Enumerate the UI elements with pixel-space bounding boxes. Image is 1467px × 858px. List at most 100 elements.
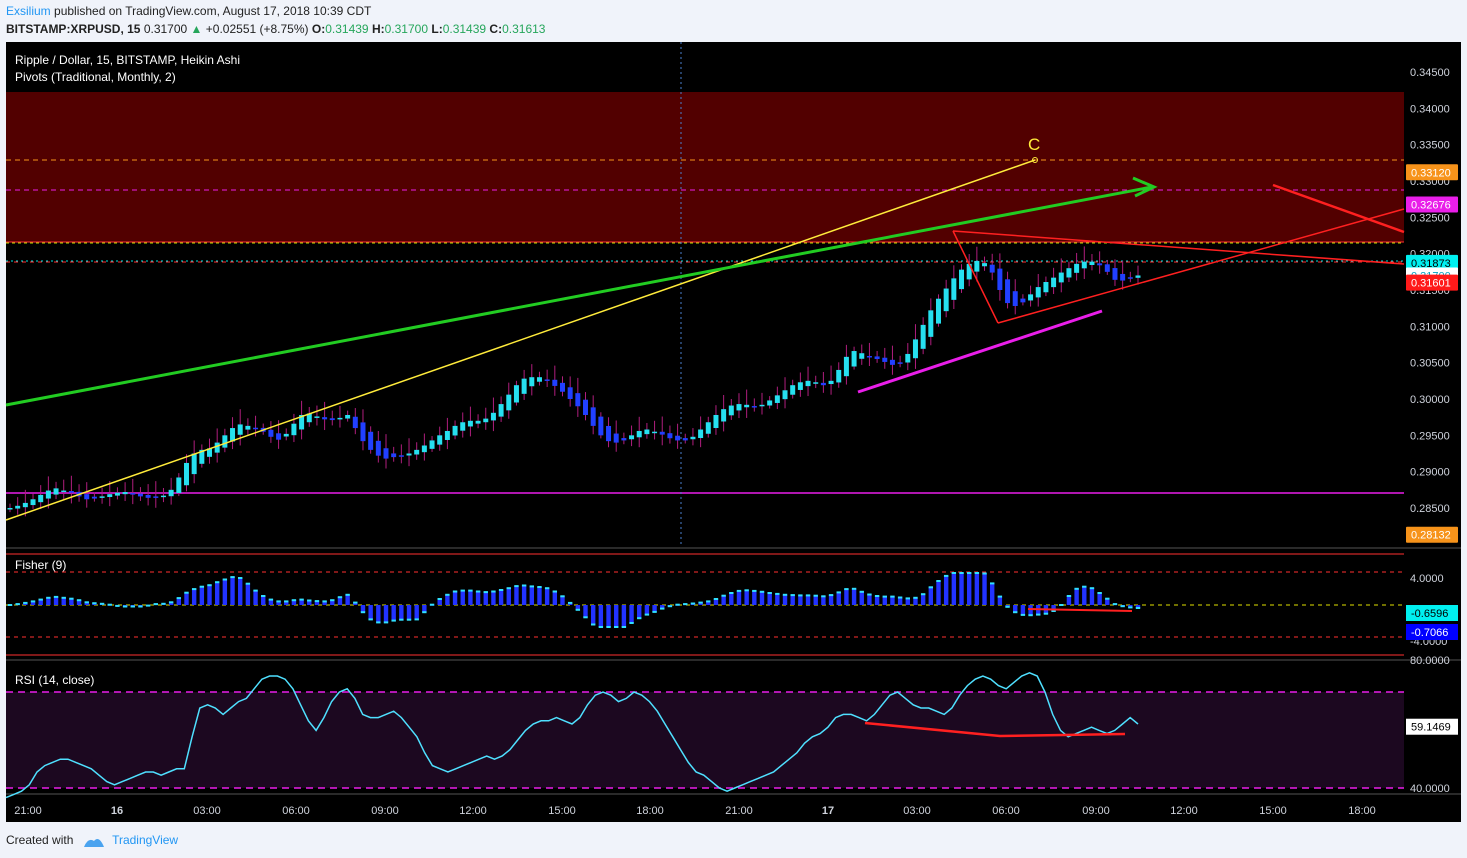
candle-body: [675, 435, 681, 441]
author-link[interactable]: Exsilium: [6, 4, 51, 18]
rsi-tick-label: 80.0000: [1410, 655, 1450, 667]
candle-body: [15, 505, 21, 509]
fisher-bar: [437, 599, 442, 605]
candle-body: [529, 377, 535, 387]
fisher-cap: [475, 590, 481, 593]
candle-body: [813, 382, 819, 384]
fisher-bar: [76, 600, 82, 605]
fisher-cap: [84, 601, 89, 604]
candle-body: [283, 433, 289, 437]
candle-body: [774, 395, 780, 403]
fisher-bar: [53, 596, 59, 605]
fisher-cap: [767, 592, 772, 594]
fisher-bar: [422, 605, 427, 613]
created-with-text: Created with: [6, 833, 74, 847]
candle-body: [475, 420, 481, 424]
fisher-cap: [798, 594, 803, 597]
triangle-upper-line[interactable]: [952, 230, 1405, 265]
price-tag: [1406, 526, 1458, 543]
candle-body: [590, 407, 596, 426]
candle-body: [1051, 277, 1057, 288]
candle-body: [391, 453, 397, 458]
fisher-divergence-line[interactable]: [1027, 608, 1133, 612]
fisher-bar: [759, 591, 765, 605]
fisher-cap: [782, 593, 788, 596]
time-tick-label: 09:00: [1082, 805, 1110, 817]
fisher-cap: [759, 590, 765, 593]
candle-body: [38, 494, 44, 503]
fisher-cap: [445, 593, 450, 596]
red-down-line[interactable]: [1272, 183, 1405, 234]
candle-body: [368, 431, 374, 450]
arrow-head-icon: [1132, 176, 1158, 198]
time-tick-label: 17: [822, 805, 834, 817]
time-tick-label: 18:00: [1348, 805, 1376, 817]
fisher-bar: [261, 596, 266, 605]
fisher-cap: [1036, 613, 1041, 616]
fisher-cap: [238, 577, 243, 579]
fisher-bar: [391, 605, 396, 621]
fisher-bar: [552, 591, 558, 605]
candle-body: [843, 356, 849, 377]
fisher-bar: [637, 605, 642, 619]
candle-body: [629, 435, 635, 440]
magenta-trendline[interactable]: [857, 309, 1103, 394]
fisher-cap: [1066, 595, 1072, 597]
fisher-bar: [1020, 605, 1026, 615]
fisher-bar: [598, 605, 604, 627]
candle-body: [268, 429, 274, 437]
time-tick-label: 03:00: [193, 805, 221, 817]
candle-body: [329, 418, 335, 421]
fisher-bar: [184, 592, 189, 605]
fisher-cap: [913, 596, 918, 599]
fisher-cap: [30, 600, 36, 603]
tradingview-link[interactable]: TradingView: [112, 833, 179, 847]
fisher-cap: [1120, 605, 1125, 608]
candle-body: [68, 491, 74, 493]
green-trend-arrow[interactable]: [5, 185, 1153, 407]
candle-body: [575, 393, 581, 407]
fisher-cap: [322, 600, 327, 603]
fisher-bar: [805, 595, 811, 605]
fisher-bar: [867, 594, 872, 605]
chart-title: Ripple / Dollar, 15, BITSTAMP, Heikin As…: [15, 53, 240, 67]
price-tick-label: 0.28500: [1410, 503, 1450, 515]
candle-body: [682, 438, 688, 441]
fisher-cap: [713, 598, 719, 600]
triangle-left-line[interactable]: [952, 230, 999, 324]
candle-body: [859, 353, 865, 359]
candle-body: [951, 278, 957, 300]
fisher-cap: [261, 595, 266, 597]
candle-body: [713, 414, 719, 429]
trendline-handle[interactable]: [1032, 157, 1038, 163]
fisher-cap: [667, 605, 673, 608]
rsi-divergence-line[interactable]: [864, 721, 1126, 738]
candle-body: [759, 404, 765, 407]
fisher-cap: [813, 594, 818, 597]
candle-body: [513, 385, 519, 403]
fisher-bar: [199, 586, 205, 605]
candle-body: [721, 409, 727, 422]
candle-body: [61, 490, 67, 493]
time-axis[interactable]: 21:00 16 03:00 06:00 09:00 12:00 15:00 18:00 21:…: [14, 805, 1376, 817]
candle-body: [1035, 287, 1041, 298]
chart-canvas[interactable]: C Ripple / Dollar, 15, BITSTAMP, Heikin …: [0, 42, 1467, 824]
fisher-bar: [882, 596, 887, 605]
fisher-tag: [1406, 624, 1458, 640]
fisher-bar: [61, 597, 66, 605]
rsi-tag-label: 59.1469: [1411, 722, 1451, 734]
fisher-tick-label: 4.0000: [1410, 573, 1444, 585]
fisher-bar: [721, 595, 726, 605]
fisher-cap: [805, 594, 811, 597]
fisher-cap: [537, 586, 542, 588]
candle-body: [245, 425, 251, 430]
fisher-bar: [460, 590, 465, 605]
candle-body: [636, 430, 642, 438]
fisher-cap: [614, 626, 619, 628]
high-value: 0.31700: [384, 22, 429, 36]
fisher-cap: [828, 594, 834, 597]
candle-body: [621, 438, 627, 441]
yellow-trendline[interactable]: [5, 159, 1036, 521]
triangle-lower-line[interactable]: [997, 208, 1405, 324]
candle-body: [583, 399, 589, 415]
